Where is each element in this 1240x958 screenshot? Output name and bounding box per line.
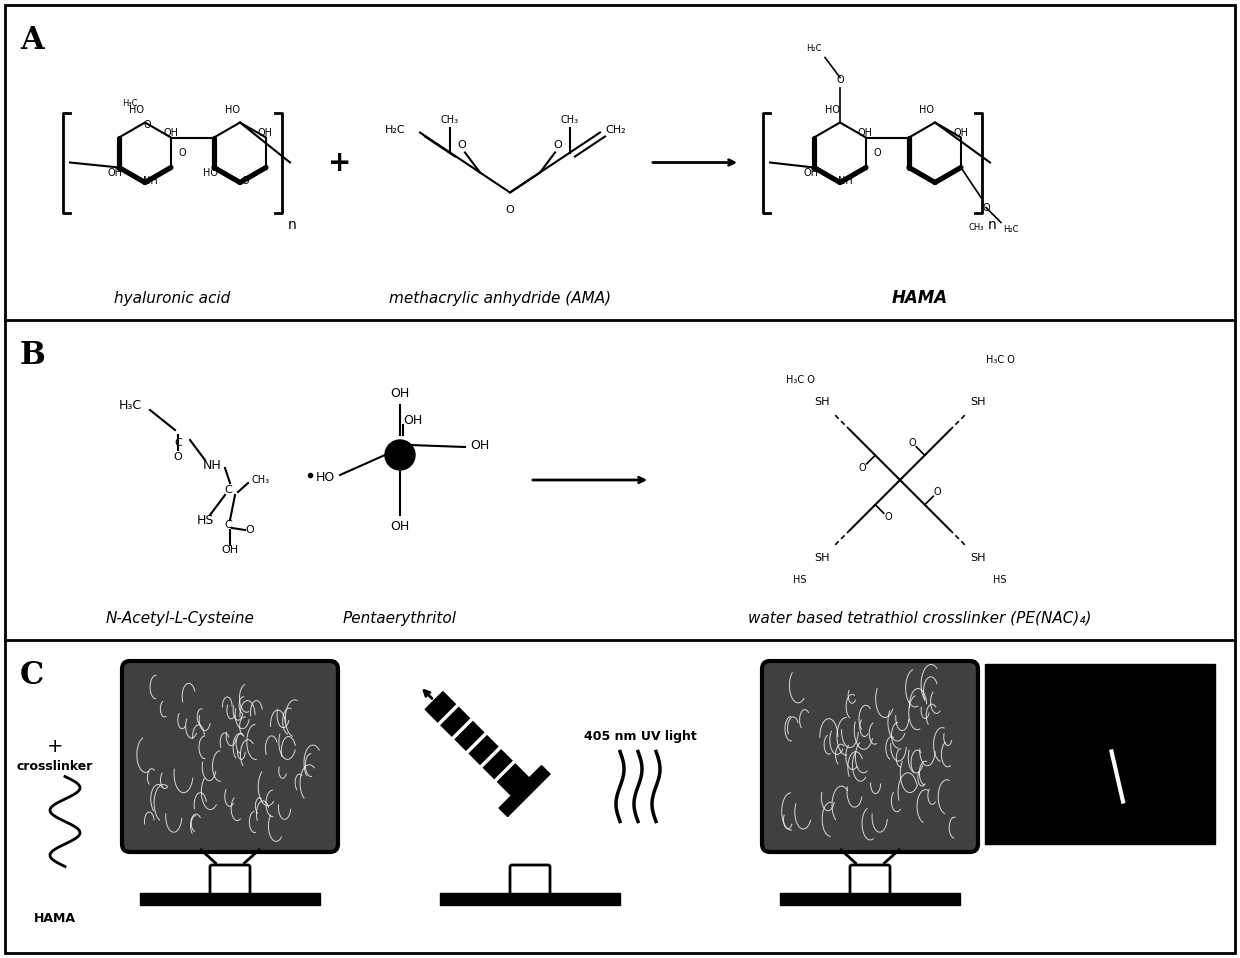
Text: H₂C: H₂C [806,43,822,53]
Text: OH: OH [804,168,818,177]
Text: CH₂: CH₂ [605,125,626,134]
Text: B: B [20,340,46,371]
Text: O: O [836,75,843,84]
FancyBboxPatch shape [763,661,978,852]
Text: O: O [246,525,254,535]
Text: NH: NH [838,175,852,186]
FancyBboxPatch shape [849,865,890,897]
Text: HO: HO [203,168,218,177]
Text: OH: OH [258,127,273,138]
FancyBboxPatch shape [122,661,339,852]
Text: HO: HO [129,104,145,115]
Text: C: C [174,438,182,448]
Text: HO: HO [316,470,335,484]
Text: O: O [143,120,151,129]
FancyBboxPatch shape [210,865,250,897]
Text: O: O [458,140,466,149]
Text: H₂C: H₂C [1003,224,1018,234]
Text: water based tetrathiol crosslinker (PE(NAC)₄): water based tetrathiol crosslinker (PE(N… [748,610,1091,626]
Polygon shape [498,765,551,816]
Text: OH: OH [954,127,968,138]
Text: HS: HS [993,575,1007,585]
Polygon shape [425,692,534,801]
FancyBboxPatch shape [440,893,620,905]
Text: methacrylic anhydride (AMA): methacrylic anhydride (AMA) [389,290,611,306]
Text: HO: HO [825,104,839,115]
Text: O: O [174,452,182,462]
Text: O: O [242,175,249,186]
Text: H₃C: H₃C [119,399,141,412]
Text: C: C [224,485,232,495]
Text: O: O [553,140,563,149]
Text: SH: SH [815,553,830,562]
FancyBboxPatch shape [5,5,1235,953]
Text: CH₃: CH₃ [252,475,270,485]
Text: CH₃: CH₃ [560,115,579,125]
Text: HAMA: HAMA [892,289,949,307]
Text: +: + [47,737,63,756]
Text: SH: SH [815,398,830,407]
FancyBboxPatch shape [140,893,320,905]
Text: CH₃: CH₃ [441,115,459,125]
Text: O: O [983,202,991,213]
Text: HS: HS [196,513,213,527]
Text: OH: OH [391,520,409,533]
Text: crosslinker: crosslinker [17,760,93,773]
FancyBboxPatch shape [985,664,1215,844]
Text: 405 nm UV light: 405 nm UV light [584,730,697,743]
Text: OH: OH [391,387,409,400]
Text: OH: OH [108,168,123,177]
Text: N-Acetyl-L-Cysteine: N-Acetyl-L-Cysteine [105,610,254,626]
Text: O: O [873,148,880,157]
Text: O: O [884,513,892,522]
FancyBboxPatch shape [510,865,551,897]
Text: n: n [988,217,997,232]
Text: HS: HS [794,575,807,585]
FancyBboxPatch shape [780,893,960,905]
Text: H₃C O: H₃C O [986,355,1014,365]
Text: A: A [20,25,43,56]
Text: OH: OH [162,127,179,138]
Text: O: O [506,204,515,215]
Text: H₃C: H₃C [123,99,138,107]
Text: C: C [20,660,45,691]
Text: H₃C O: H₃C O [786,375,815,385]
Text: OH: OH [858,127,873,138]
Text: O: O [908,438,916,447]
Text: OH: OH [403,414,423,426]
Text: OH: OH [222,545,238,555]
Text: HAMA: HAMA [33,911,76,924]
Text: O: O [859,463,867,473]
Text: O: O [179,148,186,157]
Circle shape [384,440,415,470]
Text: NH: NH [202,459,222,471]
Text: NH: NH [143,175,157,186]
Text: OH: OH [470,439,490,451]
Text: SH: SH [970,553,986,562]
Text: n: n [288,217,296,232]
Text: Pentaerythritol: Pentaerythritol [343,610,458,626]
Text: HO: HO [224,104,239,115]
Text: +: + [329,148,352,176]
Text: C: C [224,520,232,530]
Text: HO: HO [920,104,935,115]
Text: SH: SH [970,398,986,407]
Text: O: O [934,487,941,497]
Text: H₂C: H₂C [384,125,405,134]
Text: CH₃: CH₃ [968,222,983,232]
Text: hyaluronic acid: hyaluronic acid [114,290,231,306]
